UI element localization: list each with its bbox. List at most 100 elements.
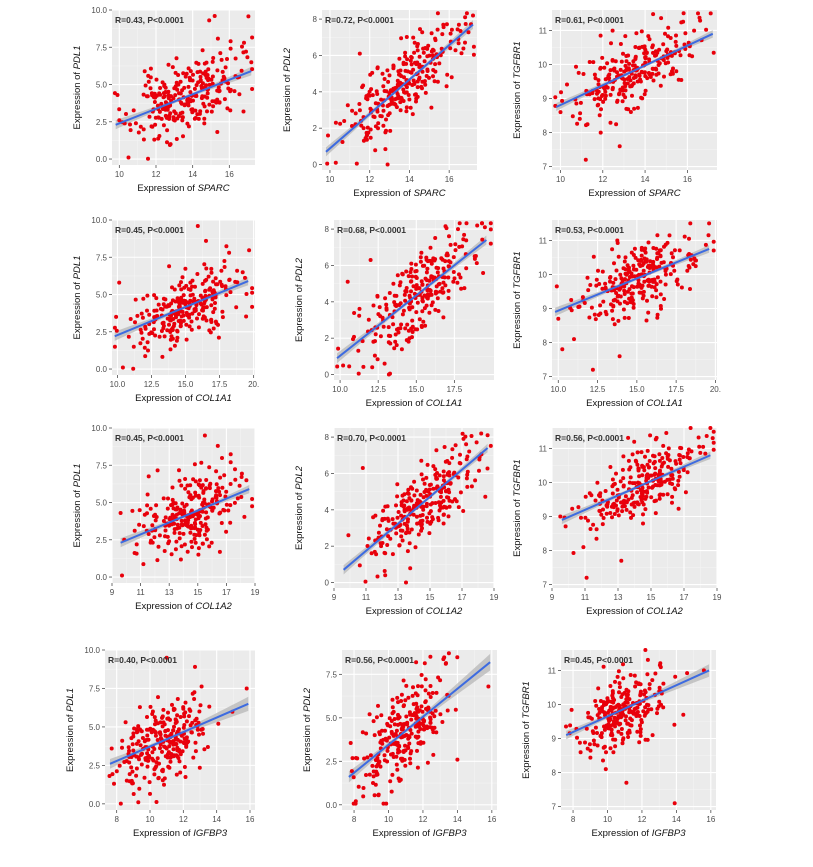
data-point bbox=[186, 66, 191, 71]
data-point bbox=[192, 536, 197, 541]
data-point bbox=[598, 33, 603, 38]
data-point bbox=[488, 221, 493, 226]
data-point bbox=[560, 347, 565, 352]
regression-line bbox=[565, 669, 710, 737]
data-point bbox=[560, 98, 565, 103]
data-point bbox=[404, 733, 409, 737]
points-group bbox=[325, 11, 476, 167]
data-point bbox=[367, 772, 372, 777]
data-point bbox=[415, 709, 420, 714]
data-point bbox=[588, 755, 593, 760]
data-point bbox=[174, 338, 179, 343]
data-point bbox=[193, 749, 198, 754]
data-point bbox=[244, 478, 249, 483]
data-point bbox=[584, 575, 589, 580]
data-point bbox=[401, 308, 406, 313]
data-point bbox=[413, 92, 418, 97]
x-tick-label: 14 bbox=[641, 175, 650, 184]
data-point bbox=[173, 111, 178, 116]
data-point bbox=[405, 322, 410, 327]
data-point bbox=[160, 749, 164, 754]
data-point bbox=[661, 492, 666, 497]
data-point bbox=[620, 467, 625, 472]
data-point bbox=[583, 515, 588, 520]
data-point bbox=[638, 733, 643, 738]
data-point bbox=[413, 712, 418, 717]
data-point bbox=[178, 507, 183, 512]
data-point bbox=[158, 746, 162, 751]
data-point bbox=[616, 318, 621, 323]
y-tick-label: 8 bbox=[313, 15, 318, 24]
data-point bbox=[415, 44, 420, 49]
data-point bbox=[461, 46, 466, 51]
data-point bbox=[181, 531, 186, 536]
data-point bbox=[382, 758, 387, 763]
data-point bbox=[627, 480, 632, 485]
data-point bbox=[605, 504, 610, 509]
data-point bbox=[114, 769, 119, 774]
data-point bbox=[597, 493, 601, 498]
data-point bbox=[465, 469, 470, 474]
y-tick-label: 10.0 bbox=[91, 216, 107, 225]
data-point bbox=[477, 468, 481, 473]
data-point bbox=[425, 462, 430, 467]
data-point bbox=[112, 781, 116, 786]
data-point bbox=[405, 491, 410, 496]
data-point bbox=[150, 331, 155, 336]
data-point bbox=[582, 301, 587, 305]
data-point bbox=[404, 580, 408, 585]
x-tick-label: 10.0 bbox=[550, 385, 566, 394]
data-point bbox=[155, 558, 160, 563]
data-point bbox=[711, 248, 716, 253]
data-point bbox=[219, 521, 224, 525]
data-point bbox=[425, 296, 430, 301]
data-point bbox=[640, 44, 645, 49]
data-point bbox=[647, 465, 652, 470]
data-point bbox=[627, 728, 632, 733]
data-point bbox=[642, 279, 647, 284]
data-point bbox=[350, 108, 355, 113]
data-point bbox=[488, 227, 493, 232]
data-point bbox=[193, 308, 198, 313]
data-point bbox=[413, 545, 418, 550]
data-point bbox=[174, 753, 179, 758]
data-point bbox=[433, 501, 438, 505]
data-point bbox=[375, 65, 380, 70]
data-point bbox=[240, 44, 244, 49]
y-tick-label: 5.0 bbox=[326, 714, 338, 723]
data-point bbox=[396, 747, 401, 752]
data-point bbox=[172, 707, 177, 712]
data-point bbox=[650, 678, 655, 683]
data-point bbox=[415, 748, 419, 753]
data-point bbox=[207, 18, 212, 23]
data-point bbox=[168, 740, 173, 745]
data-point bbox=[143, 354, 148, 359]
y-tick-label: 2.5 bbox=[96, 328, 108, 337]
data-point bbox=[382, 550, 387, 555]
data-point bbox=[615, 487, 620, 492]
data-point bbox=[599, 512, 604, 517]
data-point bbox=[419, 458, 424, 463]
data-point bbox=[146, 348, 150, 353]
data-point bbox=[432, 714, 437, 719]
data-point bbox=[183, 266, 188, 271]
x-tick-label: 15.0 bbox=[408, 385, 424, 394]
y-tick-label: 8 bbox=[325, 225, 330, 234]
data-point bbox=[666, 464, 671, 469]
data-point bbox=[402, 521, 407, 526]
data-point bbox=[400, 312, 405, 317]
data-point bbox=[672, 268, 677, 273]
data-point bbox=[650, 294, 655, 299]
data-point bbox=[384, 302, 389, 307]
data-point bbox=[399, 322, 404, 327]
y-tick-label: 7.5 bbox=[96, 461, 108, 470]
data-point bbox=[424, 74, 429, 78]
data-point bbox=[184, 283, 189, 288]
data-point bbox=[219, 282, 224, 287]
correlation-annotation: R=0.72, P<0.0001 bbox=[325, 15, 394, 25]
data-point bbox=[201, 101, 206, 106]
data-point bbox=[202, 61, 207, 66]
data-point bbox=[587, 315, 592, 320]
